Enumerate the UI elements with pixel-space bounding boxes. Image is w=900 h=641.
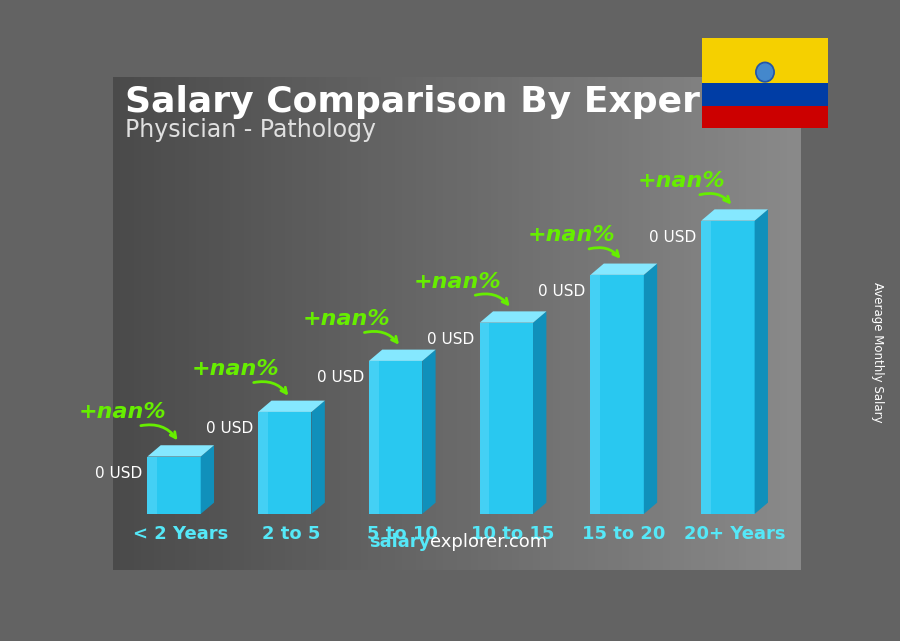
Polygon shape bbox=[369, 349, 436, 361]
Polygon shape bbox=[201, 445, 214, 514]
Text: 10 to 15: 10 to 15 bbox=[472, 525, 554, 543]
Polygon shape bbox=[311, 401, 325, 514]
Text: 15 to 20: 15 to 20 bbox=[582, 525, 665, 543]
Polygon shape bbox=[590, 275, 643, 514]
Polygon shape bbox=[701, 210, 768, 221]
Polygon shape bbox=[369, 361, 422, 514]
Polygon shape bbox=[480, 312, 546, 322]
Text: 0 USD: 0 USD bbox=[95, 465, 142, 481]
Bar bbox=[702, 38, 828, 83]
Polygon shape bbox=[590, 263, 657, 275]
Polygon shape bbox=[480, 322, 490, 514]
Polygon shape bbox=[422, 349, 436, 514]
Polygon shape bbox=[148, 445, 214, 456]
Text: 20+ Years: 20+ Years bbox=[684, 525, 786, 543]
Text: +nan%: +nan% bbox=[638, 171, 725, 191]
Polygon shape bbox=[148, 456, 201, 514]
Text: Average Monthly Salary: Average Monthly Salary bbox=[871, 282, 884, 423]
Bar bbox=[702, 83, 828, 106]
Text: 0 USD: 0 USD bbox=[649, 229, 696, 245]
Polygon shape bbox=[258, 412, 311, 514]
Polygon shape bbox=[369, 361, 379, 514]
Text: +nan%: +nan% bbox=[413, 272, 501, 292]
Text: salary: salary bbox=[369, 533, 430, 551]
Bar bbox=[702, 106, 828, 128]
Polygon shape bbox=[258, 401, 325, 412]
Polygon shape bbox=[258, 412, 268, 514]
Text: +nan%: +nan% bbox=[527, 225, 615, 246]
Text: +nan%: +nan% bbox=[79, 402, 166, 422]
Text: 5 to 10: 5 to 10 bbox=[367, 525, 437, 543]
Text: +nan%: +nan% bbox=[192, 359, 279, 379]
Text: 0 USD: 0 USD bbox=[538, 284, 585, 299]
Text: Salary Comparison By Experience: Salary Comparison By Experience bbox=[125, 85, 808, 119]
Text: 0 USD: 0 USD bbox=[428, 331, 474, 347]
Circle shape bbox=[756, 62, 774, 82]
Polygon shape bbox=[480, 322, 533, 514]
Polygon shape bbox=[590, 275, 600, 514]
Polygon shape bbox=[701, 221, 711, 514]
Text: 2 to 5: 2 to 5 bbox=[262, 525, 320, 543]
Circle shape bbox=[758, 64, 772, 80]
Text: 0 USD: 0 USD bbox=[206, 421, 253, 436]
Polygon shape bbox=[644, 263, 657, 514]
Text: 0 USD: 0 USD bbox=[317, 370, 364, 385]
Polygon shape bbox=[148, 456, 157, 514]
Polygon shape bbox=[754, 210, 768, 514]
Text: explorer.com: explorer.com bbox=[430, 533, 548, 551]
Polygon shape bbox=[533, 312, 546, 514]
Text: Physician - Pathology: Physician - Pathology bbox=[125, 118, 376, 142]
Polygon shape bbox=[701, 221, 754, 514]
Text: +nan%: +nan% bbox=[302, 309, 391, 329]
Text: < 2 Years: < 2 Years bbox=[133, 525, 229, 543]
